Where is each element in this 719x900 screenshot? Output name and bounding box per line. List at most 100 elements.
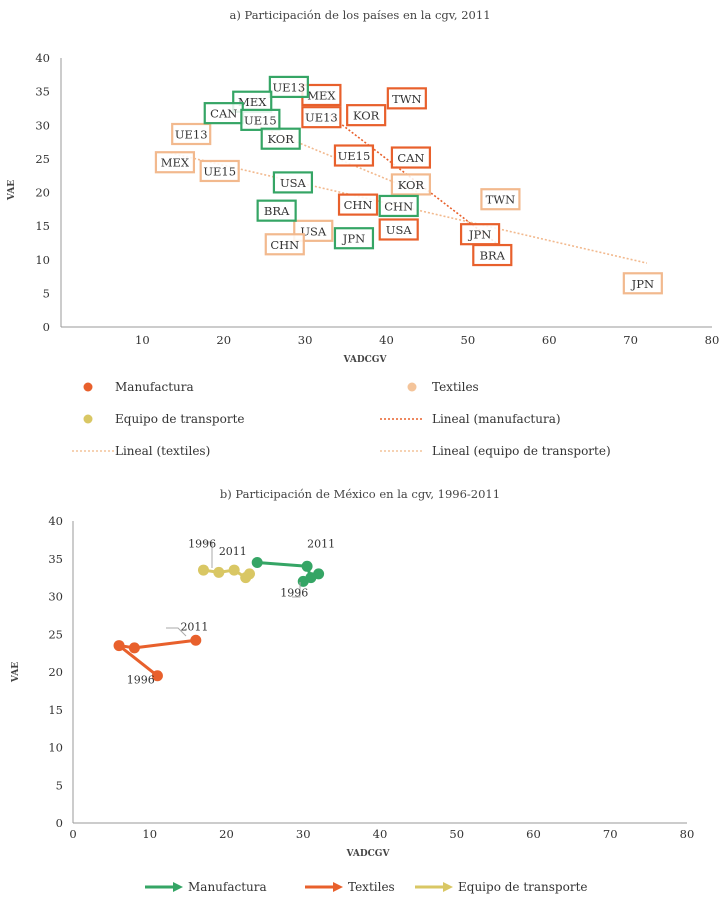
- chart-a-legend-item: Lineal (equipo de transporte): [380, 444, 611, 458]
- chart-a-point-label: UE13: [305, 111, 338, 125]
- chart-a-point-label: UE15: [338, 149, 371, 163]
- chart-a-x-tick: 30: [298, 333, 313, 347]
- legend-arrow: [333, 882, 343, 892]
- chart-a-point-box: [378, 218, 419, 241]
- chart-a-point-label: MEX: [307, 88, 336, 102]
- chart-a-point-box: [240, 108, 281, 131]
- chart-b-x-tick: 10: [142, 827, 157, 841]
- chart-b-point: [228, 564, 240, 576]
- chart-a-point-label: CHN: [344, 198, 373, 212]
- chart-b-point: [251, 557, 263, 569]
- chart-b-point: [244, 568, 256, 580]
- chart-a-point-box: [346, 104, 387, 127]
- chart-a-legend-item: Manufactura: [83, 380, 194, 394]
- legend-label: Manufactura: [188, 880, 267, 894]
- chart-b-point: [151, 670, 163, 682]
- chart-b-x-tick: 30: [296, 827, 311, 841]
- chart-b-point: [301, 560, 313, 572]
- chart-a-point-label: MEX: [161, 156, 190, 170]
- chart-a-point: UE15: [240, 108, 281, 131]
- chart-a-point: BRA: [472, 243, 513, 267]
- chart-a-y-tick: 30: [35, 118, 50, 132]
- chart-b-y-tick: 35: [48, 552, 63, 566]
- legend-label: Lineal (equipo de transporte): [432, 444, 611, 458]
- chart-b-point: [213, 566, 225, 578]
- chart-a-point: UE13: [268, 75, 309, 99]
- chart-b-leader: [204, 541, 213, 568]
- chart-a-x-tick: 80: [705, 333, 719, 347]
- chart-b-y-tick: 20: [48, 665, 63, 679]
- chart-a-point-box: [390, 173, 432, 196]
- chart-a-legend: Manufactura Textiles Equipo de transporte L…: [72, 380, 611, 458]
- chart-b-x-tick: 60: [526, 827, 541, 841]
- chart-b-annotation: 1996: [188, 537, 216, 550]
- chart-a-point-label: TWN: [486, 193, 516, 207]
- chart-a-point: UE15: [199, 159, 240, 183]
- chart-a-title: a) Participación de los países en la cgv…: [229, 8, 490, 22]
- chart-a-point-label: USA: [300, 224, 327, 238]
- chart-a-x-tick: 20: [216, 333, 231, 347]
- chart-b-y-tick: 25: [48, 627, 63, 641]
- legend-arrow: [443, 882, 453, 892]
- chart-a-point: KOR: [346, 104, 387, 127]
- chart-a-legend-item: Lineal (manufactura): [380, 412, 561, 426]
- chart-a-point-box: [301, 106, 342, 129]
- chart-a-point-box: [272, 171, 314, 194]
- chart-b-x-tick: 40: [373, 827, 388, 841]
- chart-a-y-tick: 20: [35, 186, 50, 200]
- chart-b-point: [190, 634, 202, 646]
- chart-a-point-box: [199, 159, 240, 183]
- legend-marker: [407, 382, 417, 392]
- chart-a-point-label: KOR: [353, 109, 380, 123]
- chart-a-point-box: [390, 146, 432, 169]
- chart-a-point-box: [333, 144, 375, 167]
- chart-a-point: CAN: [390, 146, 432, 169]
- chart-a-point-box: [480, 188, 521, 211]
- chart-a-point: KOR: [260, 127, 301, 150]
- chart-a-point-label: UE15: [244, 113, 277, 127]
- chart-a-point-label: TWN: [392, 92, 422, 106]
- chart-a-point: UE15: [333, 144, 375, 167]
- chart-b-annotation: 2011: [307, 537, 335, 550]
- chart-a-point-label: UE13: [272, 80, 305, 94]
- chart-a-point-label: CAN: [397, 151, 424, 165]
- chart-b: b) Participación de México en la cgv, 19…: [11, 487, 694, 859]
- chart-a-point-label: UE13: [175, 127, 208, 141]
- chart-a-point: KOR: [390, 173, 432, 196]
- chart-a-y-tick: 35: [35, 85, 50, 99]
- chart-a-y-tick: 0: [43, 320, 50, 334]
- chart-a-y-tick: 15: [35, 219, 50, 233]
- legend-marker: [83, 382, 93, 392]
- chart-a-point-label: BRA: [480, 249, 506, 263]
- chart-a-y-tick: 5: [43, 286, 50, 300]
- legend-label: Lineal (textiles): [115, 444, 210, 458]
- legend-label: Manufactura: [115, 380, 194, 394]
- chart-b-series: [251, 557, 325, 587]
- chart-a-point: UE13: [171, 122, 212, 146]
- chart-a-point: JPN: [333, 227, 375, 250]
- chart-a-x-tick: 40: [379, 333, 394, 347]
- chart-b-y-tick: 40: [48, 514, 63, 528]
- chart-a-point-label: USA: [386, 223, 413, 237]
- chart-a-x-tick: 50: [461, 333, 476, 347]
- chart-a-x-tick: 10: [135, 333, 150, 347]
- chart-a-point-label: MEX: [238, 95, 267, 109]
- chart-a-legend-item: Equipo de transporte: [83, 412, 245, 426]
- chart-b-leader: [292, 582, 301, 598]
- chart-b-point: [113, 640, 125, 652]
- chart-a-point-label: JPN: [468, 228, 491, 242]
- chart-b-y-tick: 0: [56, 816, 63, 830]
- chart-b-point: [305, 572, 317, 584]
- chart-a-point: MEX: [154, 151, 196, 174]
- chart-a-legend-item: Lineal (textiles): [72, 444, 210, 458]
- chart-b-point: [197, 564, 209, 576]
- chart-a-point: JPN: [459, 223, 501, 246]
- chart-a-y-tick: 10: [35, 253, 50, 267]
- chart-a-point: TWN: [480, 188, 521, 211]
- chart-b-legend: Manufactura Textiles Equipo de transporte: [145, 880, 588, 894]
- legend-label: Textiles: [348, 880, 395, 894]
- chart-b-legend-item: Textiles: [305, 880, 395, 894]
- chart-a-point-label: USA: [280, 176, 307, 190]
- chart-a-point-label: JPN: [342, 232, 365, 246]
